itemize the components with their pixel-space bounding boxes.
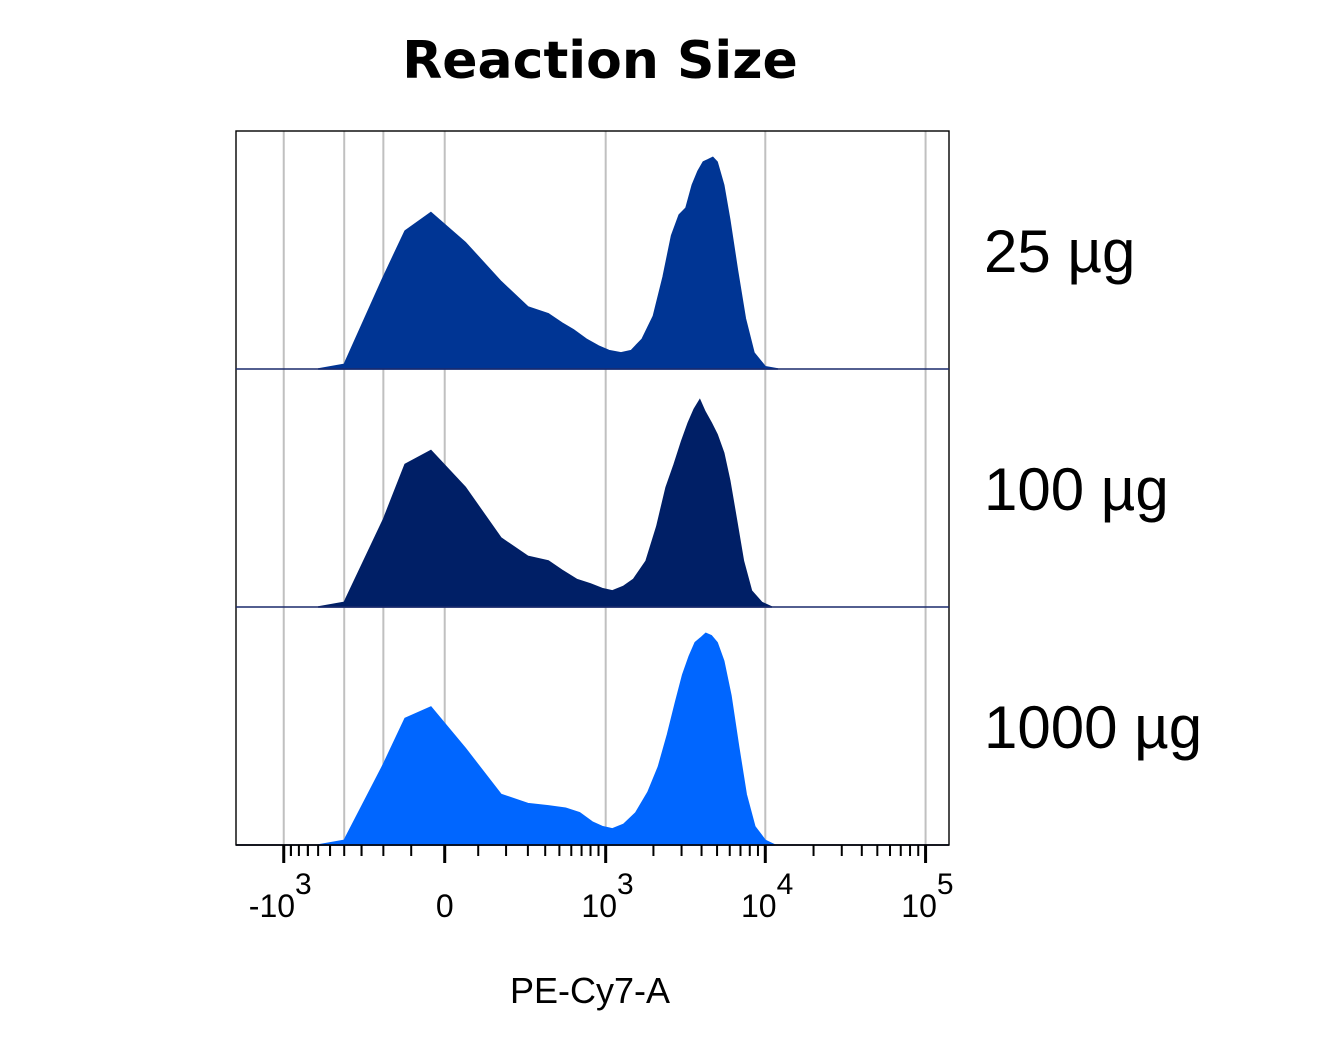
tick-label: 105 <box>901 868 953 924</box>
x-axis-label: PE-Cy7-A <box>510 970 670 1011</box>
row-label: 100 µg <box>984 456 1169 523</box>
row-label: 1000 µg <box>984 694 1202 761</box>
tick-label-base: 10 <box>581 888 617 924</box>
row-label: 25 µg <box>984 218 1135 285</box>
tick-label: 104 <box>741 868 793 924</box>
tick-label: -103 <box>249 868 312 924</box>
tick-label-base: 10 <box>741 888 777 924</box>
histogram-series <box>317 156 779 370</box>
histogram-series <box>317 398 773 608</box>
tick-label: 0 <box>436 888 454 924</box>
plot-frame <box>235 130 950 846</box>
tick-label-exponent: 3 <box>295 868 312 901</box>
tick-label-exponent: 4 <box>777 868 794 901</box>
histogram-panels: 25 µg 100 µg 1000 µg <box>235 130 1202 846</box>
histogram-series <box>317 632 776 846</box>
chart-title: Reaction Size <box>402 31 798 91</box>
tick-label: 103 <box>581 868 633 924</box>
tick-label-base: 10 <box>901 888 937 924</box>
tick-label-base: -10 <box>249 888 295 924</box>
tick-label-exponent: 5 <box>937 868 954 901</box>
tick-label-exponent: 3 <box>617 868 634 901</box>
